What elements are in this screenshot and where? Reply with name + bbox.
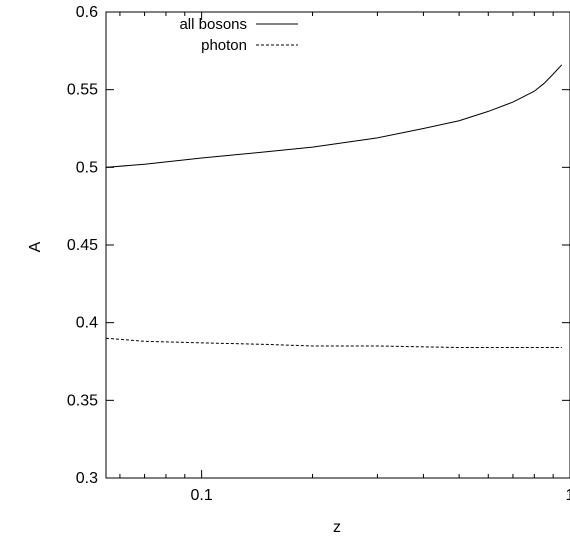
legend-label-photon: photon bbox=[201, 37, 247, 54]
ticks: 0.3 0.35 0.4 0.45 0.5 0.55 0.6 0.1 1 bbox=[67, 4, 570, 504]
y-tick-label: 0.6 bbox=[76, 4, 98, 21]
series-line-all-bosons bbox=[105, 64, 563, 168]
y-tick-label: 0.5 bbox=[76, 159, 98, 176]
y-tick-label: 0.35 bbox=[67, 392, 98, 409]
x-tick-label: 1 bbox=[566, 487, 570, 504]
y-axis-label: A bbox=[27, 241, 44, 252]
y-tick-label: 0.4 bbox=[76, 315, 98, 332]
legend: all bosons photon bbox=[179, 16, 298, 54]
series-line-photon bbox=[105, 337, 562, 349]
y-tick-label: 0.45 bbox=[67, 237, 98, 254]
plot-frame bbox=[105, 11, 570, 479]
legend-label-all-bosons: all bosons bbox=[179, 16, 247, 33]
x-tick-label: 0.1 bbox=[191, 487, 213, 504]
y-tick-label: 0.55 bbox=[67, 82, 98, 99]
x-axis-label: z bbox=[333, 519, 341, 536]
series bbox=[105, 64, 563, 349]
y-tick-label: 0.3 bbox=[76, 470, 98, 487]
